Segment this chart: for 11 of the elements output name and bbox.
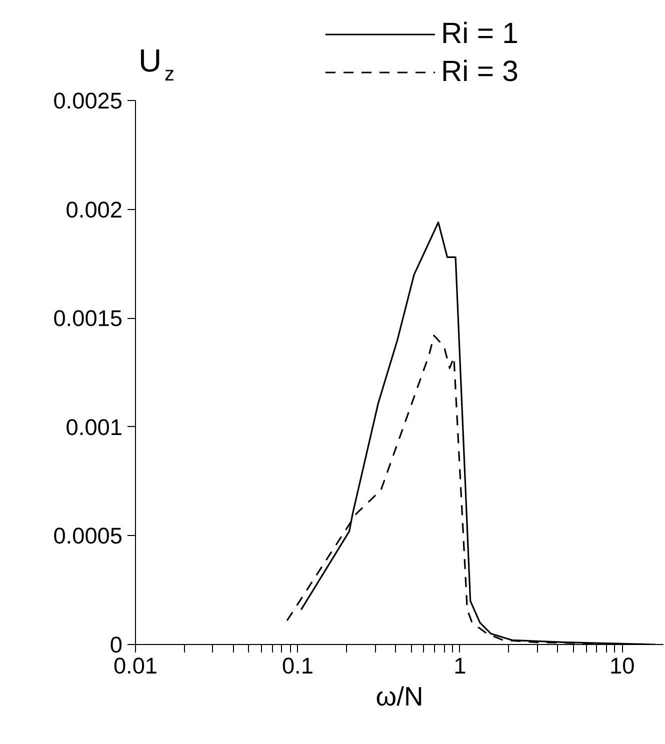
x-tick-label: 10 bbox=[609, 652, 635, 678]
y-tick-label: 0.0025 bbox=[53, 88, 122, 114]
y-tick-label: 0.002 bbox=[66, 196, 123, 222]
x-axis-title: ω/N bbox=[376, 682, 424, 712]
y-tick-label: 0.001 bbox=[66, 414, 123, 440]
x-tick-label: 0.1 bbox=[282, 652, 314, 678]
legend-label: Ri = 1 bbox=[441, 17, 518, 51]
y-tick-label: 0.0005 bbox=[53, 522, 122, 549]
legend-label: Ri = 3 bbox=[441, 55, 518, 89]
y-tick-label: 0.0015 bbox=[53, 305, 122, 332]
x-tick-label: 1 bbox=[454, 652, 466, 678]
